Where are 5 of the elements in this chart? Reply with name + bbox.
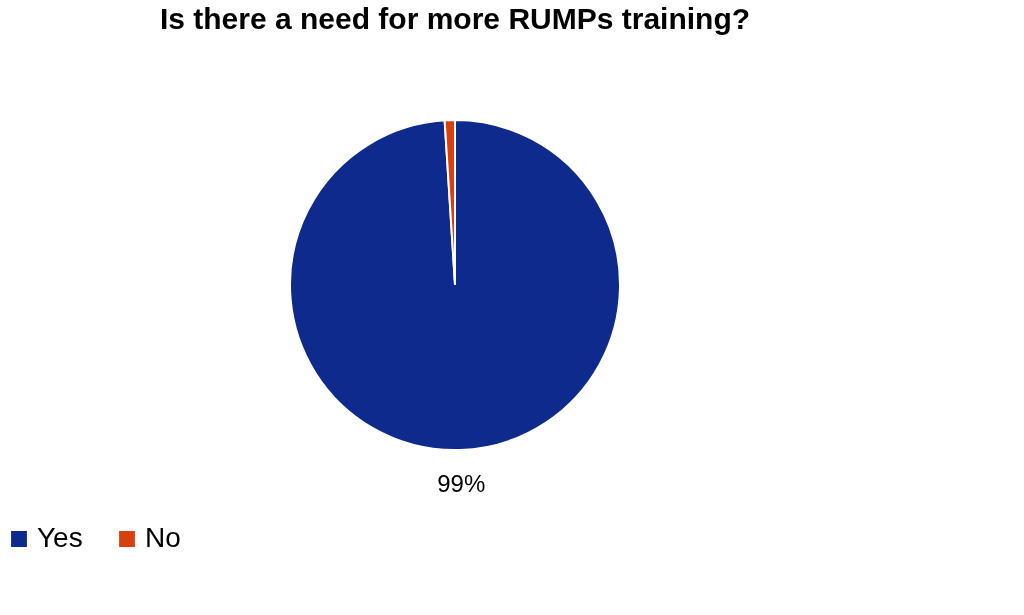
chart-title: Is there a need for more RUMPs training? xyxy=(159,2,751,35)
legend-label: Yes xyxy=(37,522,83,553)
pie-slice xyxy=(289,119,621,451)
legend-label: No xyxy=(145,522,181,553)
data-label: 99% xyxy=(437,469,486,497)
